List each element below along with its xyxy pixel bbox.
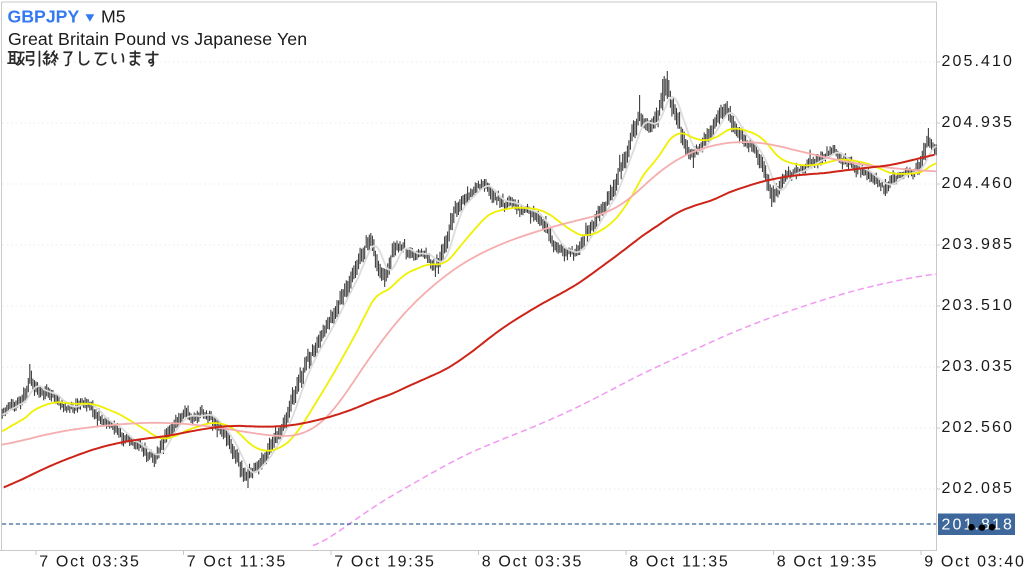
- svg-text:203.035: 203.035: [942, 358, 1015, 375]
- svg-text:203.985: 203.985: [942, 236, 1015, 253]
- svg-text:204.935: 204.935: [942, 114, 1015, 131]
- svg-text:M5: M5: [101, 7, 126, 27]
- svg-text:8 Oct 11:35: 8 Oct 11:35: [629, 554, 729, 571]
- svg-text:202.560: 202.560: [942, 419, 1015, 436]
- svg-text:8 Oct 03:35: 8 Oct 03:35: [482, 554, 583, 571]
- svg-text:7 Oct 19:35: 7 Oct 19:35: [334, 554, 435, 571]
- svg-text:7 Oct 03:35: 7 Oct 03:35: [39, 554, 140, 571]
- svg-text:GBPJPY: GBPJPY: [8, 7, 80, 27]
- svg-text:202.085: 202.085: [942, 480, 1015, 497]
- svg-text:7 Oct 11:35: 7 Oct 11:35: [187, 554, 287, 571]
- svg-text:Great Britain Pound vs Japanes: Great Britain Pound vs Japanese Yen: [8, 29, 307, 49]
- svg-text:201.818: 201.818: [942, 516, 1015, 533]
- svg-text:9 Oct 03:40: 9 Oct 03:40: [924, 554, 1024, 571]
- svg-text:204.460: 204.460: [942, 175, 1015, 192]
- svg-text:205.410: 205.410: [942, 53, 1015, 70]
- svg-text:203.510: 203.510: [942, 297, 1015, 314]
- svg-text:8 Oct 19:35: 8 Oct 19:35: [777, 554, 878, 571]
